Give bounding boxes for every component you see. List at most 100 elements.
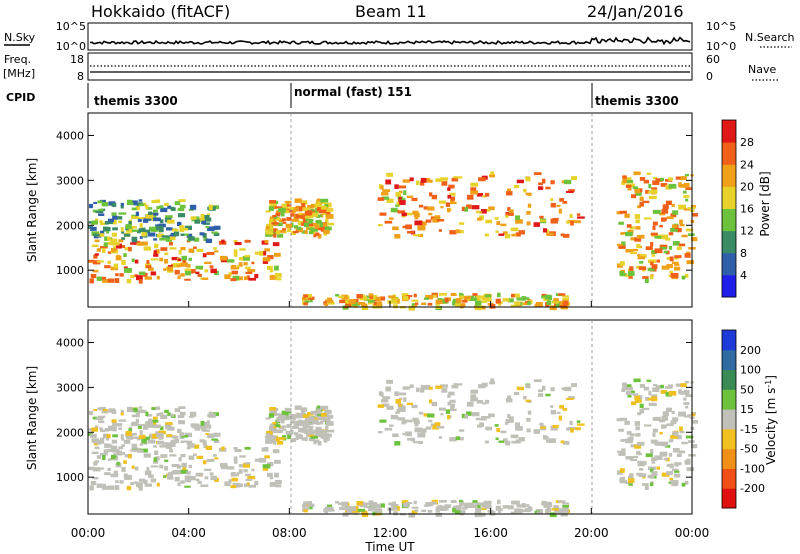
power-echo-cell <box>505 215 509 218</box>
velocity-echo-cell <box>448 391 455 396</box>
power-echo-cell <box>436 219 445 222</box>
velocity-echo-cell <box>298 419 303 423</box>
power-echo-cell <box>635 226 641 230</box>
power-echo-cell <box>138 271 146 275</box>
velocity-echo-cell <box>629 433 635 437</box>
velocity-echo-cell <box>458 510 466 515</box>
power-echo-cell <box>642 200 650 204</box>
velocity-echo-cell <box>673 473 681 478</box>
power-echo-cell <box>159 237 168 241</box>
velocity-echo-cell <box>395 411 399 414</box>
velocity-echo-cell <box>451 384 459 389</box>
power-echo-cell <box>195 271 200 275</box>
power-echo-cell <box>301 230 305 234</box>
velocity-echo-cell <box>660 424 668 428</box>
velocity-echo-cell <box>96 440 105 444</box>
power-echo-cell <box>671 203 675 207</box>
power-echo-cell <box>670 228 678 232</box>
power-echo-cell <box>663 250 669 254</box>
power-echo-cell <box>444 297 449 303</box>
velocity-echo-cell <box>650 396 658 402</box>
velocity-echo-cell <box>669 477 673 481</box>
velocity-echo-cell <box>190 476 196 481</box>
velocity-echo-cell <box>167 426 175 431</box>
power-echo-cell <box>647 259 656 264</box>
power-echo-cell <box>145 204 149 210</box>
power-echo-cell <box>672 224 678 229</box>
velocity-echo-cell <box>455 383 463 386</box>
velocity-echo-cell <box>489 511 496 516</box>
velocity-echo-cell <box>259 457 264 463</box>
velocity-echo-cell <box>659 431 663 435</box>
power-echo-cell <box>408 305 416 311</box>
power-echo-cell <box>116 254 120 259</box>
velocity-echo-cell <box>622 385 627 391</box>
velocity-echo-cell <box>681 441 688 445</box>
power-echo-cell <box>273 252 281 257</box>
power-echo-cell <box>127 199 133 204</box>
velocity-echo-cell <box>275 484 282 488</box>
velocity-echo-cell <box>100 437 105 443</box>
velocity-echo-cell <box>316 409 322 415</box>
velocity-echo-cell <box>177 414 185 419</box>
velocity-echo-cell <box>555 509 561 514</box>
velocity-echo-cell <box>286 411 292 414</box>
velocity-echo-cell <box>320 412 327 417</box>
power-echo-cell <box>630 251 638 255</box>
velocity-echo-cell <box>151 433 159 439</box>
power-echo-cell <box>316 198 321 202</box>
power-echo-cell <box>458 295 464 300</box>
velocity-echo-cell <box>91 438 100 443</box>
power-echo-cell <box>440 298 449 304</box>
power-echo-cell <box>203 237 208 242</box>
velocity-echo-cell <box>96 467 104 470</box>
power-echo-cell <box>459 230 464 234</box>
power-echo-cell <box>679 184 687 188</box>
velocity-echo-cell <box>634 444 642 449</box>
power-echo-cell <box>401 212 407 217</box>
power-echo-cell <box>647 267 655 272</box>
power-echo-cell <box>273 233 277 238</box>
power-echo-cell <box>94 253 99 256</box>
velocity-echo-cell <box>135 482 143 488</box>
nsky-label: N.Sky <box>4 31 36 44</box>
velocity-echo-cell <box>453 383 457 386</box>
velocity-echo-cell <box>538 389 543 393</box>
velocity-echo-cell <box>418 411 424 415</box>
velocity-echo-cell <box>642 483 649 486</box>
power-echo-cell <box>269 201 277 207</box>
power-echo-cell <box>94 218 99 222</box>
velocity-echo-cell <box>654 455 663 461</box>
power-echo-cell <box>265 225 270 230</box>
power-echo-cell <box>133 200 138 206</box>
cpid-label: CPID <box>6 91 35 104</box>
velocity-echo-cell <box>399 407 406 412</box>
velocity-echo-cell <box>414 427 423 433</box>
velocity-echo-cell <box>636 450 641 456</box>
velocity-echo-cell <box>180 440 185 443</box>
velocity-echo-cell <box>527 508 531 513</box>
power-echo-cell <box>538 186 544 190</box>
velocity-echo-cell <box>128 428 132 433</box>
velocity-echo-cell <box>239 455 246 458</box>
velocity-echo-cell <box>648 402 657 407</box>
velocity-echo-cell <box>156 413 160 417</box>
power-echo-cell <box>212 205 220 210</box>
power-echo-cell <box>94 239 100 243</box>
velocity-echo-cell <box>131 465 135 469</box>
velocity-echo-cell <box>182 440 189 443</box>
velocity-echo-cell <box>576 423 585 426</box>
power-echo-cell <box>308 231 314 235</box>
power-echo-cell <box>527 301 531 306</box>
power-echo-cell <box>563 179 572 185</box>
velocity-echo-cell <box>381 403 390 407</box>
power-echo-cell <box>308 227 315 230</box>
nsky-trace <box>89 36 691 46</box>
power-echo-cell <box>150 271 157 276</box>
velocity-echo-cell <box>206 458 215 463</box>
power-echo-cell <box>654 248 663 254</box>
power-echo-cell <box>278 222 283 226</box>
velocity-echo-cell <box>418 440 424 445</box>
velocity-echo-cell <box>170 439 177 443</box>
power-echo-cell <box>668 245 673 250</box>
